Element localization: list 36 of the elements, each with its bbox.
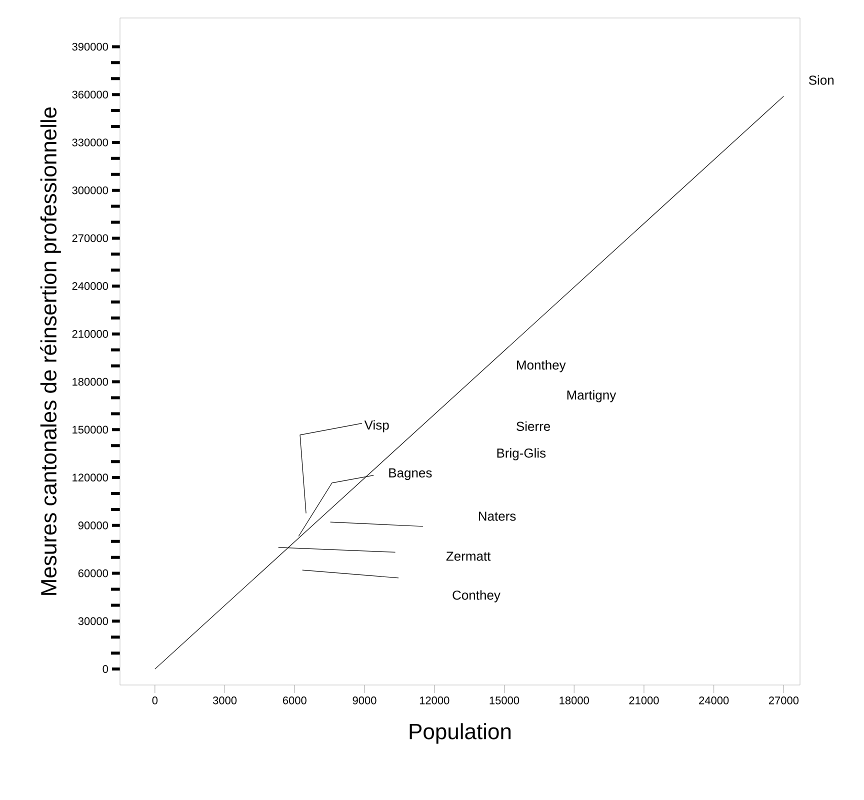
x-tick-label: 18000 [560, 696, 589, 704]
y-tick-label: 90000 [78, 522, 108, 530]
y-tick-label: 300000 [72, 186, 108, 194]
annotation: Monthey [517, 360, 566, 372]
y-tick-label: 30000 [78, 617, 108, 626]
x-tick-label: 9000 [352, 696, 376, 704]
annotation: Naters [478, 512, 516, 521]
y-tick-label: 120000 [72, 474, 108, 482]
x-tick-label: 3000 [212, 696, 237, 704]
y-tick-label: 210000 [72, 330, 108, 338]
y-tick-label: 390000 [72, 42, 108, 51]
annotation: Martigny [567, 390, 616, 402]
annotation: Brig-Glis [497, 448, 546, 460]
x-tick-label: 27000 [768, 696, 799, 704]
x-tick-label: 24000 [699, 696, 729, 704]
x-tick-label: 0 [152, 696, 158, 704]
y-axis-title: Mesures cantonales de réinsertion professionnelle [40, 107, 61, 595]
x-axis-title: Population [410, 723, 511, 744]
y-tick-label: 0 [102, 665, 108, 673]
y-tick-label: 360000 [72, 90, 108, 98]
annotation: Bagnes [389, 468, 432, 480]
annotation: Conthey [452, 590, 500, 602]
text: Sion [808, 75, 834, 85]
x-tick-label: 6000 [282, 696, 306, 704]
y-tick-label: 180000 [72, 378, 108, 386]
x-tick-label: 15000 [490, 696, 520, 704]
annotation: Sierre [516, 421, 550, 431]
annotation: Visp [364, 420, 389, 432]
y-tick-label: 240000 [72, 282, 108, 290]
x-tick-label: 12000 [420, 696, 450, 704]
y-tick-label: 270000 [72, 234, 108, 242]
x-tick-label: 21000 [629, 696, 659, 704]
y-tick-label: 330000 [72, 138, 108, 146]
annotation: Zermatt [446, 552, 491, 561]
y-tick-label: 60000 [78, 569, 108, 578]
y-tick-label: 150000 [72, 426, 108, 434]
